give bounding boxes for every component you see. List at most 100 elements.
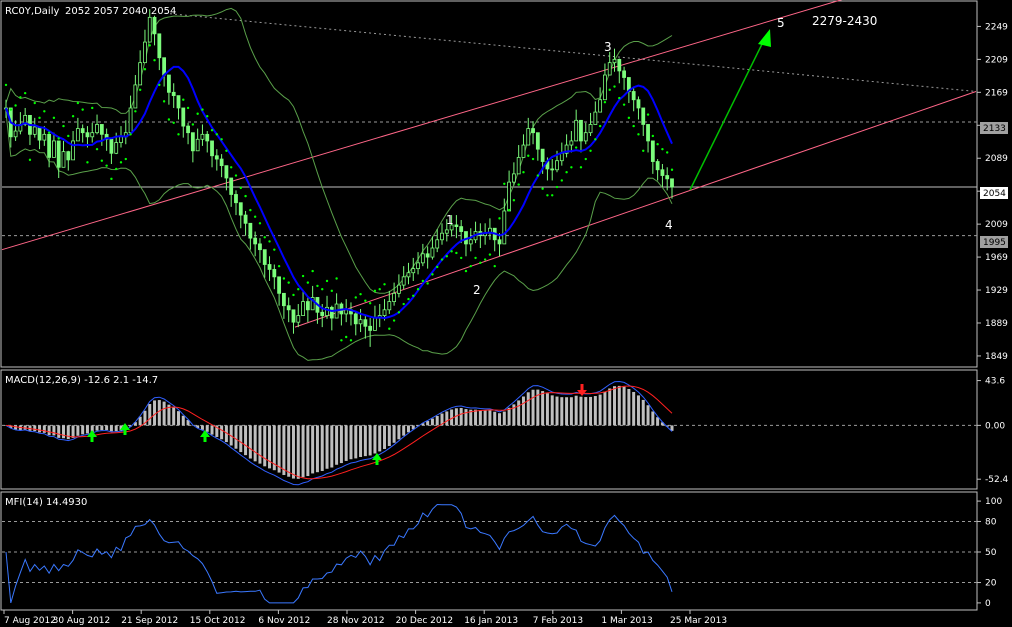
candle-body (224, 165, 229, 179)
date-tick-label: 25 Mar 2013 (670, 616, 727, 626)
candle-body (66, 151, 71, 161)
candle-body (382, 309, 387, 316)
price-tick-label: 1849 (985, 352, 1008, 362)
sar-dot (14, 104, 17, 107)
candle-body (214, 155, 219, 160)
wave-label-1: 1 (446, 213, 454, 227)
candle-body (603, 74, 607, 101)
svg-text:1995: 1995 (983, 238, 1006, 248)
candle-body (157, 33, 162, 59)
candle (511, 162, 516, 186)
macd-histogram-bar (200, 425, 204, 430)
sar-dot (28, 158, 32, 162)
sar-dot (143, 68, 147, 71)
candle (579, 119, 583, 153)
buy-signal-icon-stem (375, 460, 379, 465)
candle-body (344, 309, 349, 315)
macd-histogram-bar (14, 425, 18, 430)
macd-histogram-bar (138, 416, 142, 426)
sar-dot (277, 264, 281, 268)
sar-dot (43, 110, 46, 113)
macd-histogram-bar (469, 409, 473, 426)
candle-body (559, 152, 564, 162)
candle-body (176, 95, 181, 109)
macd-histogram-bar (105, 425, 109, 431)
sar-dot (402, 302, 405, 306)
macd-histogram-bar (603, 391, 607, 426)
candle-body (516, 157, 521, 175)
date-tick-label: 28 Nov 2012 (327, 616, 385, 626)
candle (583, 122, 588, 145)
macd-histogram-bar (536, 389, 540, 426)
macd-histogram-bar (344, 425, 348, 461)
candle (612, 48, 617, 72)
price-tick-label: 1969 (985, 253, 1008, 263)
candle (603, 63, 607, 101)
candle-body (267, 264, 272, 270)
candle-body (90, 132, 95, 138)
price-panel (0, 0, 978, 368)
mfi-tick-label: 50 (985, 548, 997, 558)
candle-body (631, 91, 636, 101)
candle-body (42, 133, 47, 141)
macd-histogram-bar (670, 425, 674, 431)
candle-body (540, 148, 545, 162)
macd-histogram-bar (656, 417, 660, 426)
candle-body (80, 128, 85, 134)
macd-histogram-bar (38, 425, 42, 433)
sar-dot (493, 264, 496, 268)
candle-body (411, 268, 416, 274)
price-tick-label: 2009 (985, 220, 1008, 230)
macd-histogram-bar (325, 425, 329, 469)
date-tick-label: 1 Mar 2013 (601, 616, 652, 626)
macd-histogram-bar (349, 425, 353, 460)
macd-tick-label: 0.00 (985, 421, 1005, 431)
macd-histogram-bar (406, 425, 410, 433)
candle-body (555, 160, 559, 171)
candle (646, 124, 650, 153)
candle-body (444, 229, 449, 234)
sar-dot (172, 121, 175, 125)
sar-dot (321, 288, 324, 291)
macd-histogram-bar (512, 404, 516, 426)
candle (665, 167, 670, 191)
candle (238, 202, 243, 229)
sar-dot (666, 151, 669, 154)
price-tick-label: 2249 (985, 22, 1008, 32)
candle-body (425, 253, 430, 258)
candle-body (353, 313, 358, 325)
macd-histogram-bar (411, 425, 415, 430)
sar-dot (364, 299, 367, 302)
candle (353, 312, 358, 336)
candle-body (291, 309, 296, 323)
mfi-tick-label: 100 (985, 497, 1002, 507)
candle (71, 131, 75, 161)
candle-body (195, 138, 200, 152)
macd-histogram-bar (598, 394, 602, 426)
sar-dot (220, 138, 223, 141)
candle-body (152, 16, 157, 35)
macd-histogram-bar (565, 397, 569, 426)
candle-body (569, 140, 574, 146)
sar-dot (19, 96, 22, 99)
sar-dot (340, 339, 343, 342)
candle (670, 178, 674, 199)
macd-histogram-bar (95, 425, 99, 431)
macd-histogram-bar (234, 425, 238, 449)
candle-body (56, 140, 61, 168)
macd-histogram-bar (311, 425, 315, 474)
sar-dot (330, 289, 334, 293)
buy-signal-icon (120, 423, 130, 430)
candle (363, 315, 368, 339)
sar-dot (440, 258, 444, 261)
macd-histogram-bar (272, 425, 276, 471)
candle (617, 58, 622, 84)
sar-dot (436, 265, 439, 269)
macd-histogram-bar (291, 425, 295, 479)
projection-arrow-line (689, 39, 765, 191)
buy-signal-icon-stem (90, 437, 94, 442)
macd-histogram-bar (181, 415, 185, 426)
candle-body (99, 124, 104, 135)
price-tick-label: 2209 (985, 55, 1008, 65)
